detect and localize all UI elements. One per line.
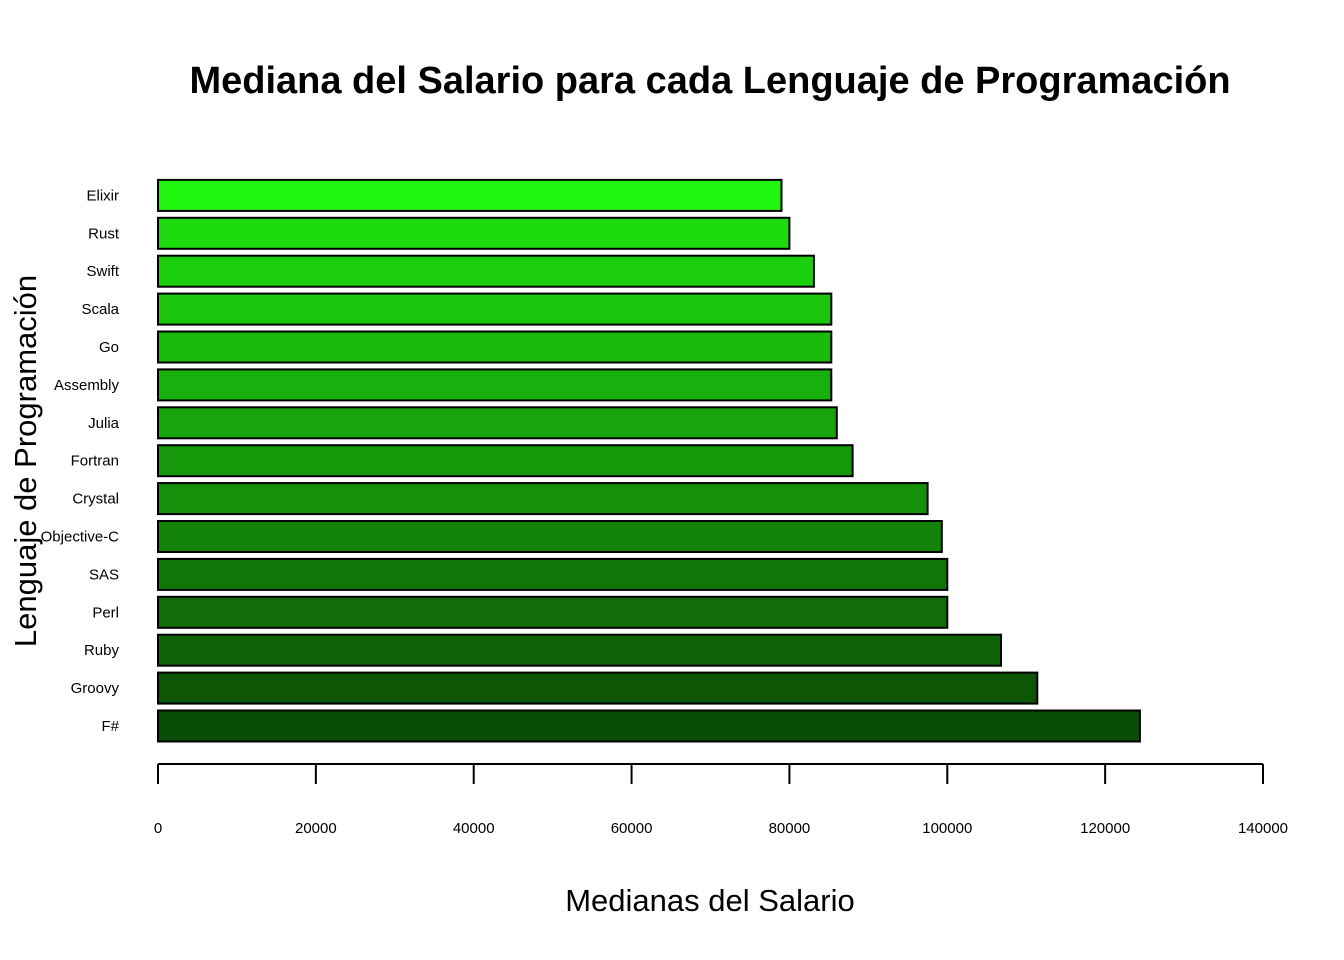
y-axis-label: Lenguaje de Programación	[8, 275, 43, 647]
bar-swift	[157, 254, 815, 288]
x-tick-label: 0	[154, 820, 162, 837]
x-tick-label: 100000	[922, 820, 972, 837]
category-label: Groovy	[71, 680, 120, 697]
category-label: Crystal	[72, 491, 119, 508]
category-label: Perl	[92, 604, 119, 621]
x-tick-label: 40000	[453, 820, 495, 837]
bar-crystal	[157, 482, 929, 516]
bar-rust	[157, 216, 791, 250]
category-labels-group: F# Groovy Ruby Perl SAS Objective-C Crystal For…	[41, 187, 120, 735]
category-label: F#	[101, 718, 119, 735]
category-label: Scala	[81, 301, 119, 318]
bars-group	[157, 178, 1141, 743]
x-axis: 0 20000 40000 60000 80000 100000 120000 140000	[154, 763, 1288, 837]
category-label: Julia	[88, 415, 120, 432]
category-label: Ruby	[84, 642, 120, 659]
bar-objective-c	[157, 520, 943, 553]
category-label: Objective-C	[41, 529, 120, 546]
category-label: Fortran	[71, 453, 119, 470]
bar-julia	[157, 406, 838, 440]
category-label: Swift	[86, 263, 119, 280]
category-label: Rust	[88, 225, 120, 242]
category-label: SAS	[89, 566, 119, 583]
bar-perl	[157, 595, 949, 629]
x-tick-label: 120000	[1080, 820, 1130, 837]
x-tick-label: 140000	[1238, 820, 1288, 837]
bar-scala	[157, 292, 833, 326]
bar-assembly	[157, 368, 833, 402]
x-tick-label: 60000	[611, 820, 653, 837]
bar-sas	[157, 557, 949, 591]
bar-ruby	[157, 633, 1002, 667]
x-axis-label: Medianas del Salario	[565, 883, 855, 918]
category-label: Go	[99, 339, 119, 356]
bar-fortran	[157, 444, 854, 478]
bar-elixir	[157, 178, 783, 212]
x-tick-label: 80000	[769, 820, 811, 837]
category-label: Assembly	[54, 377, 120, 394]
x-tick-label: 20000	[295, 820, 337, 837]
bar-f-	[157, 709, 1141, 743]
bar-go	[157, 330, 833, 364]
chart-title: Mediana del Salario para cada Lenguaje d…	[189, 60, 1230, 102]
bar-groovy	[157, 671, 1039, 705]
category-label: Elixir	[87, 187, 120, 204]
